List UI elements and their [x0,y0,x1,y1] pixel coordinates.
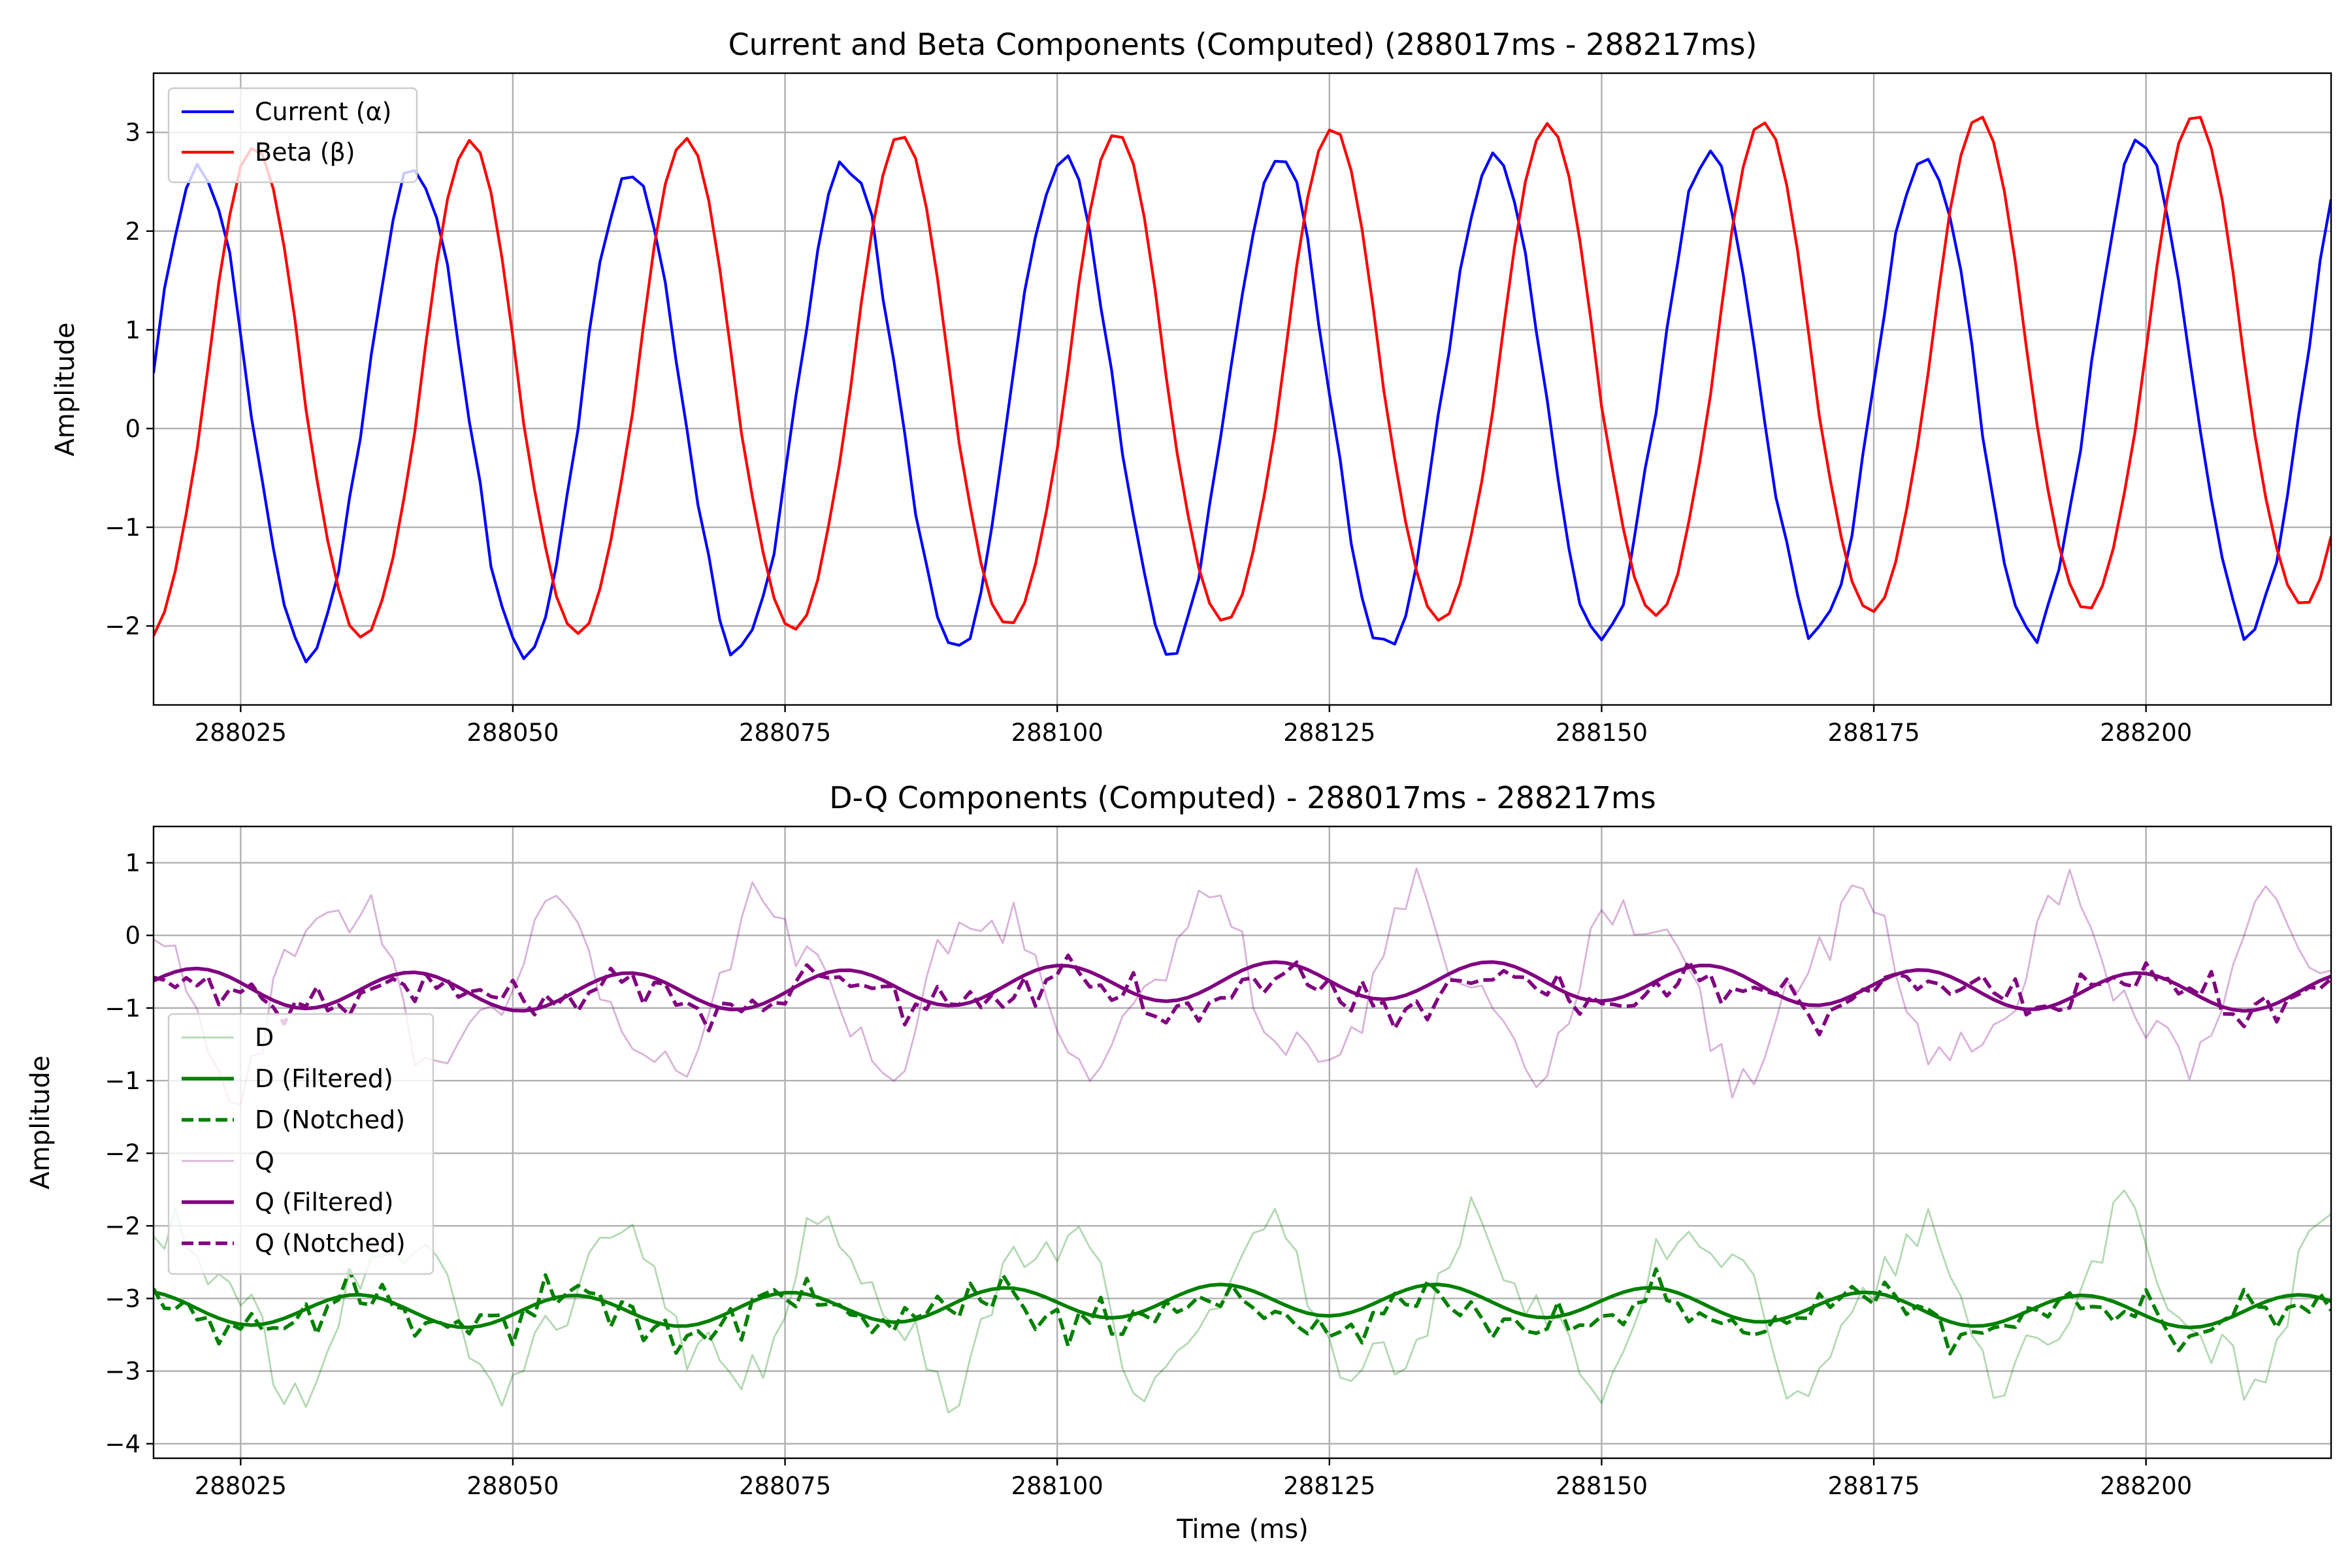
x-axis-ticks: 288025 288050 288075 288100 288125 288150 2881… [195,705,2192,747]
y-tick-label: −1 [105,1067,140,1095]
x-tick-label: 288125 [1283,719,1375,747]
chart-title: D-Q Components (Computed) - 288017ms - 2… [829,780,1656,815]
y-tick-label: −2 [105,1212,140,1240]
series-line-1 [154,116,2331,639]
y-tick-label: −3 [105,1284,140,1313]
legend-label: Q (Filtered) [255,1188,393,1217]
y-axis-label: Amplitude [50,323,80,457]
series-group [154,116,2331,664]
x-axis-ticks: 288025 288050 288075 288100 288125 288150 2881… [195,1458,2192,1500]
series-line-2 [154,1267,2331,1356]
y-tick-label: −1 [105,994,140,1022]
plot-frame [152,72,2332,706]
legend-label: Q [255,1147,274,1175]
x-tick-label: 288025 [195,719,287,747]
y-tick-label: 0 [125,922,140,950]
legend: Current (α) Beta (β) [167,87,418,184]
x-axis-label: Time (ms) [1176,1514,1309,1544]
dq-chart: D-Q Components (Computed) - 288017ms - 2… [25,780,2332,1544]
series-group [154,867,2331,1414]
y-tick-label: −2 [105,1139,140,1168]
y-tick-label: 2 [125,218,140,246]
x-tick-label: 288175 [1827,719,1919,747]
series-line-3 [154,867,2331,1105]
x-tick-label: 288050 [466,719,559,747]
legend-label: D (Notched) [255,1105,405,1134]
legend-label: Current (α) [255,97,392,126]
series-line-0 [154,1189,2331,1414]
grid [154,826,2331,1458]
x-tick-label: 288100 [1011,1472,1103,1500]
y-axis-label: Amplitude [25,1056,56,1190]
chart-title: Current and Beta Components (Computed) (… [728,27,1757,62]
series-line-4 [154,960,2331,1013]
y-tick-label: 1 [125,316,140,344]
legend-label: Beta (β) [255,138,355,167]
x-tick-label: 288150 [1556,1472,1648,1500]
x-tick-label: 288200 [2100,719,2192,747]
current-beta-chart: Current and Beta Components (Computed) (… [50,27,2332,747]
y-tick-label: 3 [125,119,140,147]
y-tick-label: 0 [125,415,140,443]
series-line-5 [154,953,2331,1037]
series-line-0 [154,139,2331,664]
x-tick-label: 288175 [1827,1472,1919,1500]
x-tick-label: 288025 [195,1472,287,1500]
x-tick-label: 288150 [1556,719,1648,747]
legend-box [167,1013,434,1275]
series-line-1 [154,1282,2331,1330]
y-axis-ticks: −2 −1 0 1 2 3 [105,119,154,640]
y-tick-label: −1 [105,514,140,542]
legend-label: Q (Notched) [255,1229,406,1258]
y-tick-label: −2 [105,612,140,640]
x-tick-label: 288200 [2100,1472,2192,1500]
y-tick-label: −3 [105,1358,140,1386]
x-tick-label: 288075 [739,719,831,747]
y-tick-label: 1 [125,849,140,877]
x-tick-label: 288125 [1283,1472,1375,1500]
x-tick-label: 288050 [466,1472,559,1500]
plot-frame [152,825,2332,1460]
legend-label: D (Filtered) [255,1064,393,1093]
legend: D D (Filtered) D (Notched) Q Q (Filtered) Q (… [167,1013,434,1275]
y-tick-label: −4 [105,1430,140,1458]
x-tick-label: 288100 [1011,719,1103,747]
legend-label: D [255,1023,274,1052]
x-tick-label: 288075 [739,1472,831,1500]
y-axis-ticks: −4 −3 −3 −2 −2 −1 −1 0 1 [105,849,154,1458]
